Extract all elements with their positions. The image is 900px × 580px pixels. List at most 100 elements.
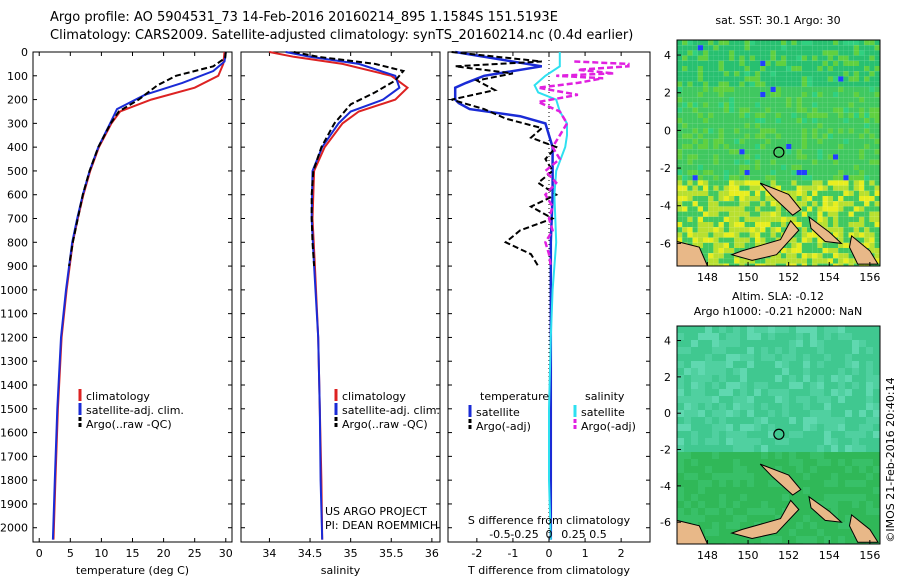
map-cell: [796, 102, 802, 108]
map-cell: [843, 128, 849, 134]
map-cell: [859, 375, 866, 382]
map-cell: [786, 81, 792, 87]
map-cell: [866, 515, 873, 522]
map-cell: [831, 375, 838, 382]
map-cell: [859, 222, 865, 228]
map-cell: [739, 40, 745, 46]
map-cell: [687, 222, 693, 228]
map-cell: [807, 138, 813, 144]
map-cell: [698, 417, 705, 424]
map-cell: [739, 206, 745, 212]
argo-position-marker: [773, 428, 785, 440]
map-cell: [749, 66, 755, 72]
map-cell: [859, 424, 866, 431]
map-cell: [791, 133, 797, 139]
map-cell: [852, 494, 859, 501]
map-cell: [791, 55, 797, 61]
map-cell: [723, 76, 729, 82]
map-cell: [775, 76, 781, 82]
map-cell: [739, 66, 745, 72]
map-cell: [697, 40, 703, 46]
salinity-diff-tick-label: -0.25: [510, 528, 538, 541]
map-cell: [838, 97, 844, 103]
map-cell: [677, 211, 683, 217]
map-cell: [838, 180, 844, 186]
map-cell: [708, 253, 714, 259]
map-cell: [775, 452, 782, 459]
map-cell: [740, 396, 747, 403]
map-xtick-label: 152: [778, 549, 799, 562]
map-cell: [768, 368, 775, 375]
map-cell: [807, 118, 813, 124]
map-cell: [796, 361, 803, 368]
map-cell: [817, 438, 824, 445]
map-cell: [761, 452, 768, 459]
map-cell: [749, 128, 755, 134]
legend-label: Argo(..raw -QC): [342, 418, 428, 431]
map-cell: [853, 81, 859, 87]
map-cell: [864, 154, 870, 160]
map-cell: [775, 389, 782, 396]
map-cell: [708, 170, 714, 176]
map-cell: [775, 536, 782, 543]
chart-title-line2: Climatology: CARS2009. Satellite-adjuste…: [50, 28, 634, 43]
map-cell: [677, 515, 684, 522]
map-cell: [684, 424, 691, 431]
map-cell: [775, 55, 781, 61]
map-cell: [859, 123, 865, 129]
map-cell: [791, 66, 797, 72]
map-cell: [796, 71, 802, 77]
map-cell: [845, 347, 852, 354]
map-cell: [812, 175, 818, 181]
map-cell: [859, 185, 865, 191]
map-cell: [705, 340, 712, 347]
map-cell: [786, 248, 792, 254]
map-cell: [817, 410, 824, 417]
map-cell: [869, 227, 875, 233]
map-cell: [833, 263, 839, 266]
map-cell: [807, 175, 813, 181]
map-cell: [796, 242, 802, 248]
map-cell: [843, 144, 849, 150]
map-cell: [864, 242, 870, 248]
map-cell: [739, 86, 745, 92]
map-cell: [726, 508, 733, 515]
map-cell: [744, 86, 750, 92]
map-cell: [747, 326, 754, 333]
map-cell: [739, 159, 745, 165]
map-cell: [801, 248, 807, 254]
map-cell: [827, 45, 833, 51]
map-cell: [729, 45, 735, 51]
map-cell: [859, 389, 866, 396]
map-cell: [874, 232, 880, 238]
map-cell: [824, 354, 831, 361]
map-cell: [838, 340, 845, 347]
map-cell: [744, 107, 750, 113]
map-cell: [726, 382, 733, 389]
map-cell: [705, 452, 712, 459]
map-cell: [817, 445, 824, 452]
map-cell: [687, 164, 693, 170]
map-cell: [803, 508, 810, 515]
map-cell: [782, 445, 789, 452]
map-cell: [677, 92, 683, 98]
map-cell: [874, 149, 880, 155]
map-cell: [796, 66, 802, 72]
map-cell: [708, 138, 714, 144]
map-cell: [874, 81, 880, 87]
map-cell: [866, 501, 873, 508]
map-cell: [824, 438, 831, 445]
map-cell: [692, 149, 698, 155]
map-cell: [744, 112, 750, 118]
map-cell: [713, 211, 719, 217]
map-cell: [833, 133, 839, 139]
map-cell: [713, 86, 719, 92]
map-cell: [723, 118, 729, 124]
map-cell: [874, 128, 880, 134]
map-cell: [677, 473, 684, 480]
map-cell: [782, 452, 789, 459]
map-cell: [713, 133, 719, 139]
map-cell: [712, 389, 719, 396]
map-cell: [796, 389, 803, 396]
map-cell: [843, 112, 849, 118]
